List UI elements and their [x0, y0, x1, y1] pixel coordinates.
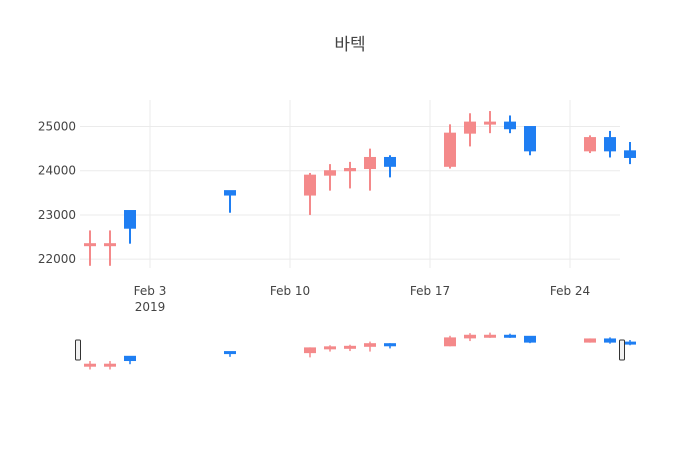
- slider-candle-body: [104, 363, 116, 367]
- slider-candle-body: [324, 346, 336, 350]
- x-tick-label: Feb 3: [134, 284, 167, 298]
- candle-body: [584, 137, 596, 152]
- candle-body: [624, 150, 636, 158]
- slider-candle: [604, 337, 616, 344]
- chart-title: 바텍: [334, 35, 365, 55]
- candle-body: [84, 243, 96, 247]
- y-tick-label: 22000: [38, 252, 76, 266]
- slider-candle: [484, 332, 496, 338]
- candle-body: [324, 170, 336, 176]
- candle: [604, 130, 616, 158]
- candle: [464, 113, 476, 147]
- range-slider[interactable]: [75, 332, 636, 370]
- candle-body: [464, 121, 476, 134]
- x-tick-label: Feb 24: [550, 284, 590, 298]
- candle: [324, 164, 336, 191]
- candle: [304, 172, 316, 215]
- slider-candle: [324, 345, 336, 352]
- slider-candle-body: [624, 341, 636, 345]
- slider-candle: [524, 335, 536, 344]
- y-tick-label: 23000: [38, 208, 76, 222]
- candle: [224, 190, 236, 213]
- slider-candle-body: [484, 334, 496, 338]
- candle-body: [104, 243, 116, 247]
- slider-candle: [84, 361, 96, 370]
- slider-candle-body: [364, 343, 376, 347]
- slider-candle: [224, 351, 236, 357]
- slider-candle-body: [584, 338, 596, 343]
- candle-body: [344, 168, 356, 172]
- slider-candle-body: [504, 334, 516, 338]
- y-tick-label: 25000: [38, 120, 76, 134]
- candle-body: [364, 156, 376, 170]
- candle: [624, 142, 636, 165]
- slider-candle: [464, 333, 476, 342]
- candle: [84, 230, 96, 266]
- title-layer: 바텍: [334, 35, 365, 55]
- candle-body: [484, 121, 496, 125]
- slider-candle-body: [84, 363, 96, 367]
- candle-layer: [84, 111, 636, 266]
- candle-body: [124, 210, 136, 229]
- slider-candle: [304, 347, 316, 358]
- x-tick-sublabel: 2019: [135, 300, 166, 314]
- slider-candle-body: [124, 355, 136, 362]
- slider-candle: [584, 338, 596, 343]
- range-slider-right-handle[interactable]: [619, 339, 625, 361]
- slider-candle: [624, 340, 636, 346]
- slider-candle-body: [224, 351, 236, 355]
- candle: [524, 126, 536, 156]
- slider-candle-body: [304, 347, 316, 354]
- candle-body: [504, 121, 516, 130]
- candle: [104, 230, 116, 266]
- candle: [344, 161, 356, 189]
- slider-candle-body: [524, 335, 536, 343]
- y-tick-label: 24000: [38, 164, 76, 178]
- slider-candle-body: [344, 345, 356, 349]
- x-tick-label: Feb 10: [270, 284, 310, 298]
- range-slider-left-handle[interactable]: [75, 339, 81, 361]
- slider-candle: [364, 341, 376, 352]
- candle-body: [604, 137, 616, 152]
- candle-body: [444, 132, 456, 167]
- slider-candle-body: [444, 337, 456, 347]
- slider-candle: [124, 355, 136, 365]
- candle: [484, 111, 496, 134]
- candle: [444, 124, 456, 169]
- slider-candle: [444, 335, 456, 347]
- slider-candle-body: [384, 343, 396, 347]
- slider-candle-body: [604, 338, 616, 343]
- candle-body: [304, 174, 316, 196]
- candle-body: [524, 126, 536, 152]
- candle-body: [384, 156, 396, 167]
- candle: [504, 115, 516, 134]
- slider-candle: [104, 361, 116, 370]
- candle: [584, 135, 596, 154]
- axis-layer: 22000 23000 24000 25000 Feb 3 2019 Feb 10 Feb 1…: [38, 120, 590, 314]
- slider-candle: [384, 343, 396, 349]
- candle-body: [224, 190, 236, 196]
- candle: [384, 155, 396, 178]
- candle: [124, 210, 136, 244]
- slider-candle: [504, 333, 516, 338]
- candle: [364, 148, 376, 191]
- x-tick-label: Feb 17: [410, 284, 450, 298]
- slider-candle-body: [464, 334, 476, 339]
- slider-candle: [344, 344, 356, 352]
